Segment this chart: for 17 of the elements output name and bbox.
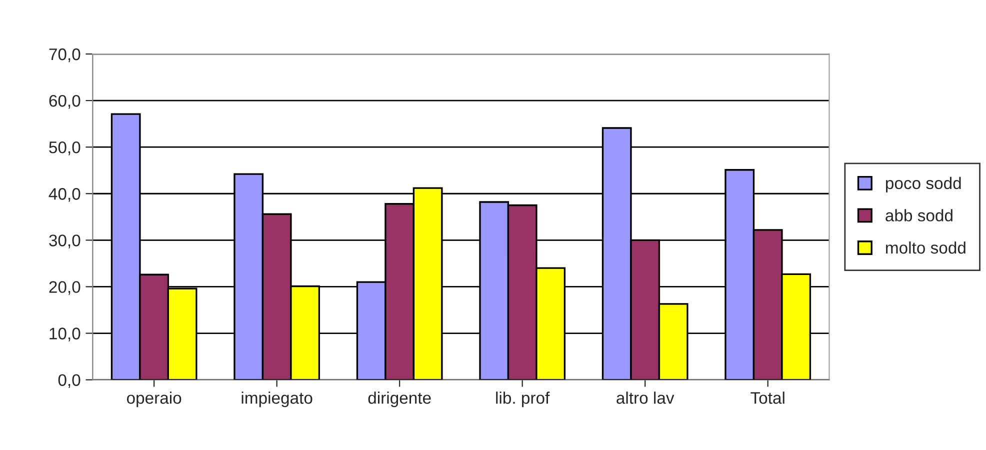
y-tick-label: 30,0 bbox=[49, 234, 80, 248]
legend-label: abb sodd bbox=[886, 209, 952, 222]
y-tick-label: 0,0 bbox=[58, 374, 80, 388]
y-tick-label: 50,0 bbox=[49, 141, 80, 156]
x-tick-label: dirigente bbox=[368, 392, 431, 408]
y-tick-label: 60,0 bbox=[49, 94, 80, 109]
legend-label: molto sodd bbox=[886, 241, 966, 254]
legend-label: poco sodd bbox=[886, 176, 961, 192]
x-tick-label: lib. prof bbox=[496, 392, 550, 408]
y-tick-label: 10,0 bbox=[50, 328, 80, 342]
y-tick-label: 40,0 bbox=[48, 188, 80, 202]
x-tick-label: operaio bbox=[126, 392, 182, 408]
x-tick-label: Total bbox=[750, 392, 784, 404]
y-tick-label: 70,0 bbox=[49, 48, 80, 62]
y-tick-label: 20,0 bbox=[49, 281, 80, 295]
x-tick-label: impiegato bbox=[242, 392, 312, 408]
x-tick-label: altro lav bbox=[616, 392, 674, 404]
